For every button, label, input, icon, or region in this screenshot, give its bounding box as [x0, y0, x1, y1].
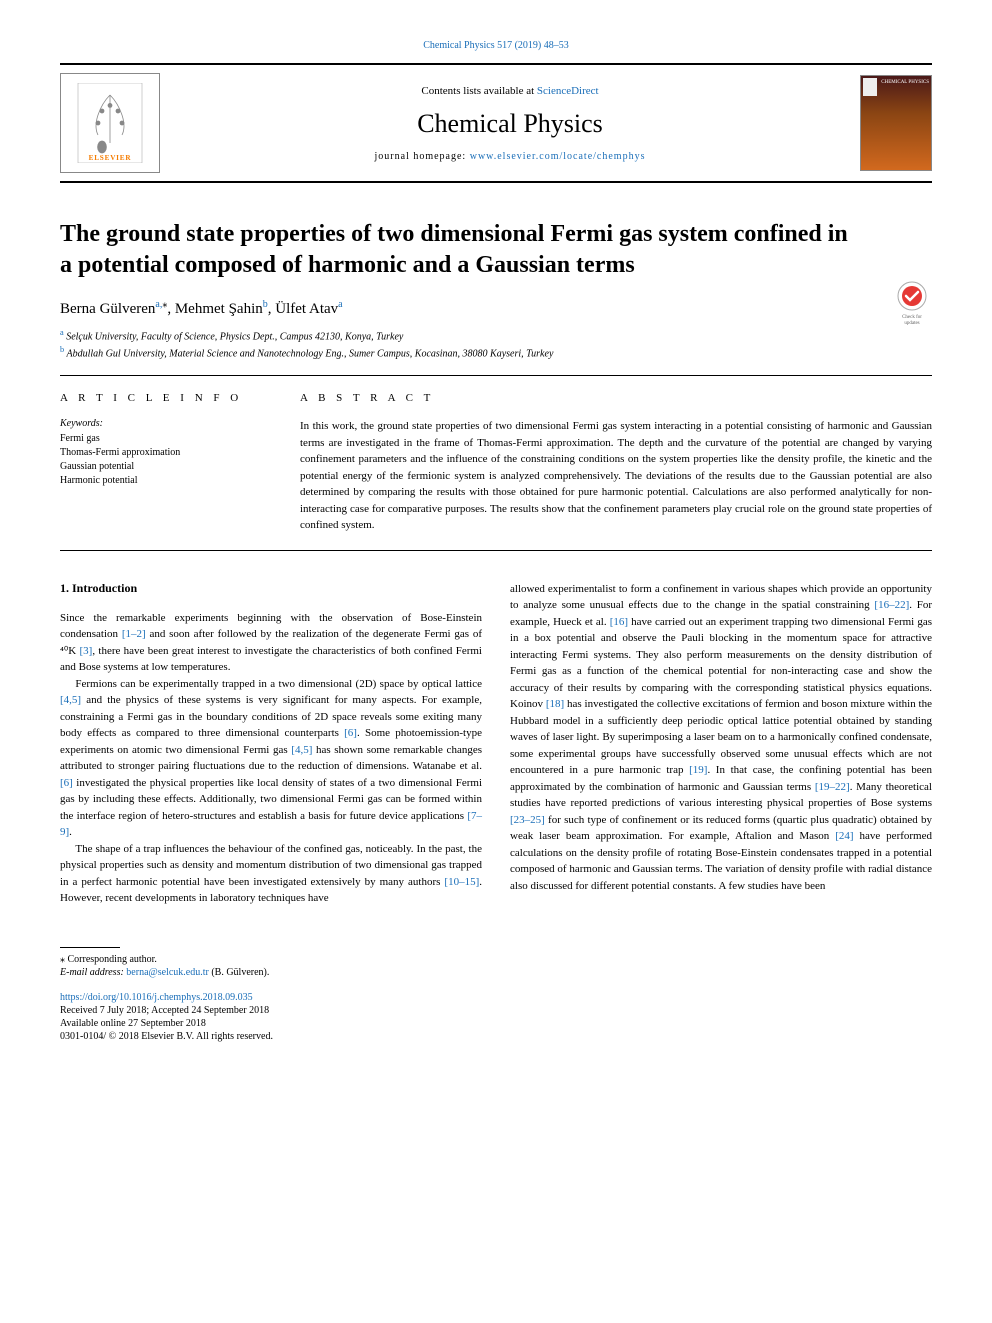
contents-prefix: Contents lists available at [421, 85, 536, 97]
para-l-1: Since the remarkable experiments beginni… [60, 610, 482, 676]
citation-link[interactable]: [6] [60, 777, 73, 789]
author-3-name: , Ülfet Atav [268, 301, 338, 317]
meta-row: A R T I C L E I N F O Keywords: Fermi ga… [60, 392, 932, 534]
publisher-logo: ELSEVIER [60, 73, 160, 173]
doi-line: https://doi.org/10.1016/j.chemphys.2018.… [60, 992, 932, 1003]
citation-link[interactable]: [16] [610, 616, 628, 628]
sciencedirect-link[interactable]: ScienceDirect [537, 85, 599, 97]
email-link[interactable]: berna@selcuk.edu.tr [126, 967, 209, 978]
article-info-col: A R T I C L E I N F O Keywords: Fermi ga… [60, 392, 260, 534]
available-line: Available online 27 September 2018 [60, 1018, 932, 1029]
abstract-heading: A B S T R A C T [300, 392, 932, 404]
citation-link[interactable]: [4,5] [60, 694, 81, 706]
header-center: Contents lists available at ScienceDirec… [160, 85, 860, 162]
citation-link[interactable]: [1–2] [122, 628, 146, 640]
authors-line: Berna Gülverena,⁎, Mehmet Şahinb, Ülfet … [60, 299, 932, 318]
article-info-heading: A R T I C L E I N F O [60, 392, 260, 404]
citation-link[interactable]: [4,5] [291, 744, 312, 756]
check-updates-icon: Check for updates [892, 280, 932, 328]
email-line: E-mail address: berna@selcuk.edu.tr (B. … [60, 967, 932, 978]
author-1-name: Berna Gülveren [60, 301, 155, 317]
citation-link[interactable]: [10–15] [444, 876, 479, 888]
citation-link[interactable]: [16–22] [874, 599, 909, 611]
doi-link[interactable]: https://doi.org/10.1016/j.chemphys.2018.… [60, 992, 253, 1003]
citation-link[interactable]: [6] [344, 727, 357, 739]
affiliation-2: b Abdullah Gul University, Material Scie… [60, 345, 932, 359]
top-citation-link[interactable]: Chemical Physics 517 (2019) 48–53 [423, 40, 569, 51]
left-column: 1. Introduction Since the remarkable exp… [60, 581, 482, 907]
corr-text: Corresponding author. [65, 954, 157, 965]
divider-2 [60, 550, 932, 551]
citation-link[interactable]: [7–9] [60, 810, 482, 839]
citation-link[interactable]: [3] [80, 645, 93, 657]
homepage-link[interactable]: www.elsevier.com/locate/chemphys [470, 151, 646, 162]
introduction-heading: 1. Introduction [60, 581, 482, 596]
journal-cover-image [860, 75, 932, 171]
elsevier-tree-icon: ELSEVIER [70, 83, 150, 163]
divider-1 [60, 375, 932, 376]
corresponding-author-line: ⁎ Corresponding author. [60, 954, 932, 965]
body-columns: 1. Introduction Since the remarkable exp… [60, 581, 932, 907]
citation-link[interactable]: [19–22] [815, 781, 850, 793]
footer: ⁎ Corresponding author. E-mail address: … [60, 947, 932, 1042]
affil-1-text: Selçuk University, Faculty of Science, P… [64, 332, 404, 343]
citation-link[interactable]: [23–25] [510, 814, 545, 826]
article-title: The ground state properties of two dimen… [60, 219, 932, 281]
top-citation: Chemical Physics 517 (2019) 48–53 [60, 40, 932, 51]
citation-link[interactable]: [19] [689, 764, 707, 776]
keyword-4: Harmonic potential [60, 474, 260, 488]
journal-header: ELSEVIER Contents lists available at Sci… [60, 63, 932, 183]
affil-2-text: Abdullah Gul University, Material Scienc… [64, 348, 553, 359]
homepage-prefix: journal homepage: [375, 151, 470, 162]
para-r-1: allowed experimentalist to form a confin… [510, 581, 932, 895]
svg-text:updates: updates [904, 321, 919, 326]
svg-text:Check for: Check for [902, 315, 922, 320]
abstract-col: A B S T R A C T In this work, the ground… [300, 392, 932, 534]
footer-divider [60, 947, 120, 948]
email-label: E-mail address: [60, 967, 126, 978]
author-3-affil[interactable]: a [338, 299, 342, 310]
para-l-2: Fermions can be experimentally trapped i… [60, 676, 482, 841]
copyright-line: 0301-0104/ © 2018 Elsevier B.V. All righ… [60, 1031, 932, 1042]
keyword-1: Fermi gas [60, 432, 260, 446]
keyword-3: Gaussian potential [60, 460, 260, 474]
citation-link[interactable]: [24] [835, 830, 853, 842]
keyword-2: Thomas-Fermi approximation [60, 446, 260, 460]
publisher-name-text: ELSEVIER [89, 154, 132, 162]
check-updates-badge[interactable]: Check for updates [892, 280, 932, 328]
author-2-name: , Mehmet Şahin [167, 301, 262, 317]
affiliation-1: a Selçuk University, Faculty of Science,… [60, 328, 932, 342]
badge-icon [863, 78, 877, 96]
contents-line: Contents lists available at ScienceDirec… [160, 85, 860, 97]
keywords-label: Keywords: [60, 418, 260, 429]
para-l-3: The shape of a trap influences the behav… [60, 841, 482, 907]
journal-title: Chemical Physics [160, 109, 860, 139]
page-container: Chemical Physics 517 (2019) 48–53 ELSEVI… [0, 0, 992, 1084]
abstract-text: In this work, the ground state propertie… [300, 418, 932, 534]
citation-link[interactable]: [18] [546, 698, 564, 710]
right-column: allowed experimentalist to form a confin… [510, 581, 932, 907]
received-line: Received 7 July 2018; Accepted 24 Septem… [60, 1005, 932, 1016]
email-suffix: (B. Gülveren). [209, 967, 270, 978]
homepage-line: journal homepage: www.elsevier.com/locat… [160, 151, 860, 162]
